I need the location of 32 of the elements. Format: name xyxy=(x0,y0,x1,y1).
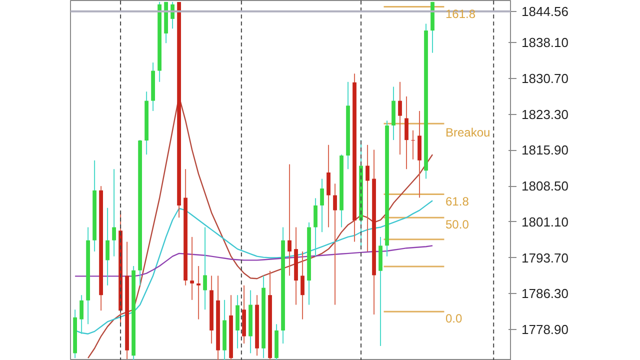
y-tick-label: 1793.70 xyxy=(522,250,568,266)
ref-line-label: 1844.56 xyxy=(522,4,568,19)
candlestick xyxy=(196,266,200,320)
candlestick xyxy=(190,236,194,300)
y-tick-label: 1823.30 xyxy=(522,106,568,122)
candlestick xyxy=(203,226,207,310)
text: 161.8 xyxy=(446,6,476,21)
y-tick-label: 1801.10 xyxy=(522,214,568,230)
text: 0.0 xyxy=(446,312,463,326)
ref-line-label: Breakou xyxy=(446,126,490,140)
candlestick xyxy=(366,144,370,252)
candlestick xyxy=(326,144,330,228)
candlestick xyxy=(398,81,402,156)
candlestick xyxy=(288,164,292,276)
y-tick-label: 1815.90 xyxy=(522,142,568,158)
candlestick xyxy=(333,183,337,306)
candlestick xyxy=(106,207,110,286)
text: 50.0 xyxy=(446,218,470,232)
candlestick xyxy=(300,250,304,320)
candlestick xyxy=(80,294,84,334)
y-tick-label: 1838.10 xyxy=(522,35,568,50)
candlestick xyxy=(404,96,408,170)
candlestick xyxy=(411,130,415,160)
y-tick-label: 1830.70 xyxy=(522,71,568,86)
y-tick-label: 1808.50 xyxy=(522,178,568,194)
text: 61.8 xyxy=(446,194,470,208)
candlestick xyxy=(112,168,116,257)
y-tick-label: 1778.90 xyxy=(522,322,568,337)
candlestick xyxy=(314,198,318,257)
y-tick-label: 1786.30 xyxy=(522,286,568,302)
candlestick xyxy=(320,178,324,233)
line-series xyxy=(74,245,434,277)
